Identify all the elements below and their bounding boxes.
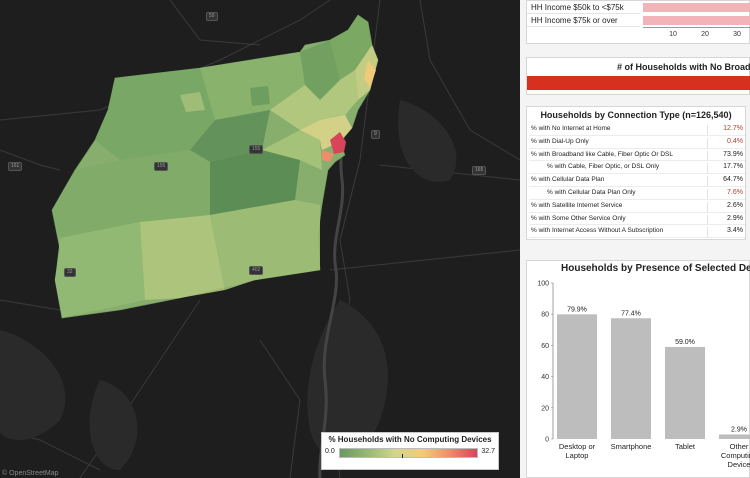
map-view[interactable]: 59 155 155 9 161 165 402 32 © OpenStreet… (0, 0, 520, 478)
y-tick-label: 60 (541, 343, 549, 350)
category-label: Tablet (675, 442, 696, 451)
connection-label: % with Broadband like Cable, Fiber Optic… (531, 150, 673, 158)
connection-label: % with Internet Access Without A Subscri… (531, 227, 664, 235)
connection-label: % with Cable, Fiber Optic, or DSL Only (547, 163, 660, 171)
table-row[interactable]: % with Some Other Service Only 2.9% (529, 213, 745, 226)
connection-label: % with No Internet at Home (531, 125, 611, 132)
income-tick: 20 (701, 31, 709, 38)
income-tick: 10 (669, 31, 677, 38)
y-tick-label: 20 (541, 405, 549, 412)
county-choropleth[interactable] (51, 14, 379, 319)
table-row[interactable]: % with Cellular Data Plan 64.7% (529, 174, 745, 187)
category-label: Laptop (566, 451, 589, 460)
table-row[interactable]: % with Broadband like Cable, Fiber Optic… (529, 149, 745, 162)
bar[interactable] (611, 318, 651, 439)
connection-label: % with Cellular Data Plan (531, 176, 605, 184)
legend-value-marker (401, 454, 403, 458)
connection-value: 7.6% (707, 188, 743, 199)
connection-value: 64.7% (707, 176, 743, 187)
route-shield: 9 (371, 130, 380, 139)
dashboard-panels: HH Income $50k to <$75k HH Income $75k o… (520, 0, 750, 478)
legend-min-label: 0.0 (325, 448, 335, 455)
table-row[interactable]: % with Internet Access Without A Subscri… (529, 225, 745, 239)
legend-color-ramp (339, 448, 478, 458)
devices-chart-title: Households by Presence of Selected Devic… (561, 263, 750, 274)
connection-label: % with Satellite Internet Service (531, 201, 623, 209)
connection-value: 73.9% (707, 150, 743, 161)
route-shield: 402 (249, 266, 264, 275)
bar-data-label: 79.9% (567, 306, 587, 313)
bar-data-label: 2.9% (731, 426, 747, 433)
connection-value: 2.9% (707, 214, 743, 225)
route-shield: 59 (206, 12, 218, 21)
bar[interactable] (557, 314, 597, 439)
bar-data-label: 77.4% (621, 310, 641, 317)
connection-label: % with Cellular Data Plan Only (547, 188, 636, 196)
table-row[interactable]: % with Cable, Fiber Optic, or DSL Only 17… (529, 161, 745, 175)
income-bar[interactable] (643, 3, 750, 12)
legend-title: % Households with No Computing Devices (328, 435, 492, 444)
income-bar[interactable] (643, 16, 750, 25)
route-shield: 32 (64, 268, 76, 277)
income-chart-panel: HH Income $50k to <$75k HH Income $75k o… (526, 0, 750, 44)
y-tick-label: 80 (541, 312, 549, 319)
bar-data-label: 59.0% (675, 339, 695, 346)
y-tick-label: 100 (537, 281, 549, 288)
category-label: Smartphone (611, 442, 652, 451)
connection-value: 2.6% (707, 201, 743, 212)
connection-value: 0.4% (707, 137, 743, 148)
connection-value: 17.7% (707, 163, 743, 174)
table-row[interactable]: % with No Internet at Home 12.7% (529, 123, 745, 136)
route-shield: 155 (154, 162, 169, 171)
bar[interactable] (719, 434, 750, 439)
y-tick-label: 40 (541, 374, 549, 381)
legend-max-label: 32.7 (481, 448, 495, 455)
route-shield: 165 (472, 166, 487, 175)
no-broadband-bar[interactable] (527, 76, 750, 90)
connection-value: 12.7% (707, 125, 743, 135)
connection-label: % with Some Other Service Only (531, 214, 626, 222)
no-broadband-title: # of Households with No Broadband (617, 62, 750, 72)
connection-type-table: % with No Internet at Home 12.7%% with Di… (529, 123, 745, 239)
table-row[interactable]: % with Dial-Up Only 0.4% (529, 136, 745, 149)
devices-chart-panel: Households by Presence of Selected Devic… (526, 260, 750, 478)
connection-label: % with Dial-Up Only (531, 137, 589, 145)
category-label: Device (728, 460, 750, 469)
income-tick: 30 (733, 31, 741, 38)
income-row-label: HH Income $50k to <$75k (527, 1, 640, 14)
income-axis (643, 27, 750, 28)
route-shield: 161 (8, 162, 23, 171)
no-broadband-panel: # of Households with No Broadband (526, 57, 750, 95)
table-row[interactable]: % with Satellite Internet Service 2.6% (529, 200, 745, 213)
map-legend: % Households with No Computing Devices 0… (321, 432, 499, 470)
connection-type-title: Households by Connection Type (n=126,540… (540, 110, 732, 120)
category-label: Computing (721, 451, 750, 460)
category-label: Other (730, 442, 749, 451)
route-shield: 155 (249, 145, 264, 154)
y-tick-label: 0 (545, 437, 549, 444)
table-row[interactable]: % with Cellular Data Plan Only 7.6% (529, 187, 745, 200)
income-row-label: HH Income $75k or over (527, 14, 640, 27)
bar[interactable] (665, 346, 705, 439)
map-attribution: © OpenStreetMap (2, 470, 59, 477)
connection-value: 3.4% (707, 227, 743, 238)
category-label: Desktop or (559, 442, 596, 451)
connection-type-panel: Households by Connection Type (n=126,540… (526, 106, 746, 240)
map-canvas[interactable] (0, 0, 520, 478)
